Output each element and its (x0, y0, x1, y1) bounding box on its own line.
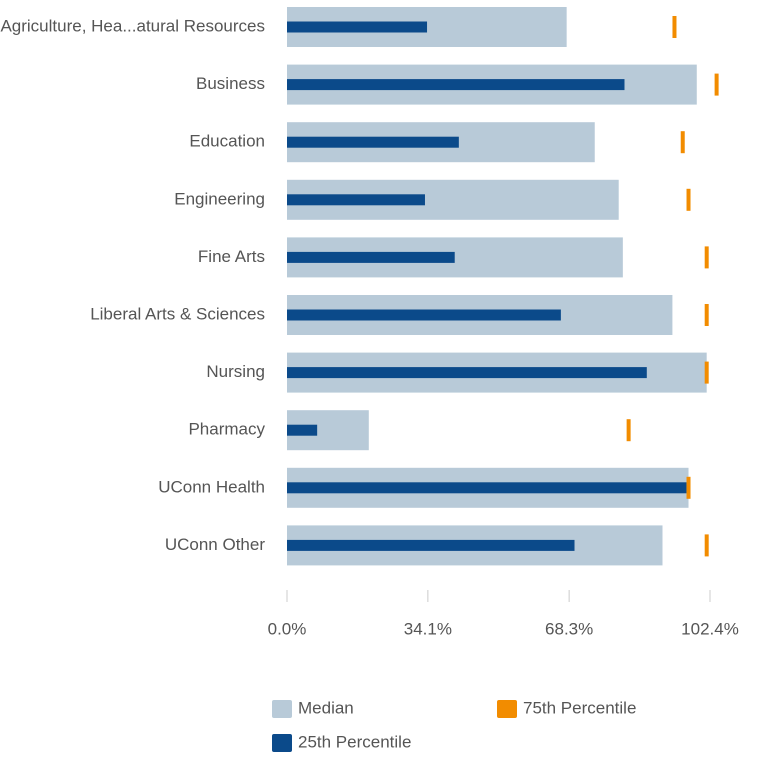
legend-label: 75th Percentile (523, 698, 636, 717)
legend-swatch (272, 734, 292, 752)
p25-bar (287, 482, 687, 494)
legend-label: 25th Percentile (298, 732, 411, 751)
p75-marker (626, 419, 631, 442)
category-label: Nursing (206, 362, 265, 381)
category-label: Liberal Arts & Sciences (90, 304, 265, 323)
category-label: Fine Arts (198, 247, 265, 266)
p75-marker (704, 246, 709, 269)
category-label: UConn Other (165, 535, 265, 554)
p25-bar (287, 194, 425, 206)
p25-bar (287, 251, 455, 263)
p75-marker (704, 534, 709, 557)
p75-marker (672, 16, 677, 38)
legend-label: Median (298, 698, 354, 717)
p75-marker (714, 73, 719, 96)
category-label: Business (196, 74, 265, 93)
legend-swatch (497, 700, 517, 718)
legend-swatch (272, 700, 292, 718)
category-label: Pharmacy (188, 420, 265, 439)
p75-marker (704, 361, 709, 384)
p25-bar (287, 21, 428, 33)
p25-bar (287, 424, 318, 436)
x-tick-label: 68.3% (545, 619, 593, 638)
p25-bar (287, 136, 459, 148)
p25-bar (287, 79, 625, 91)
p25-bar (287, 367, 647, 379)
category-label: Engineering (174, 189, 265, 208)
p75-marker (680, 131, 685, 154)
x-tick-label: 34.1% (404, 619, 452, 638)
p25-bar (287, 309, 561, 321)
p75-marker (686, 476, 691, 499)
x-tick-label: 102.4% (681, 619, 739, 638)
x-tick-label: 0.0% (268, 619, 307, 638)
p75-marker (686, 188, 691, 211)
category-label: Education (189, 132, 265, 151)
category-label: UConn Health (158, 477, 265, 496)
category-label: Agriculture, Hea...atural Resources (0, 16, 265, 35)
p25-bar (287, 539, 575, 551)
p75-marker (704, 304, 709, 326)
